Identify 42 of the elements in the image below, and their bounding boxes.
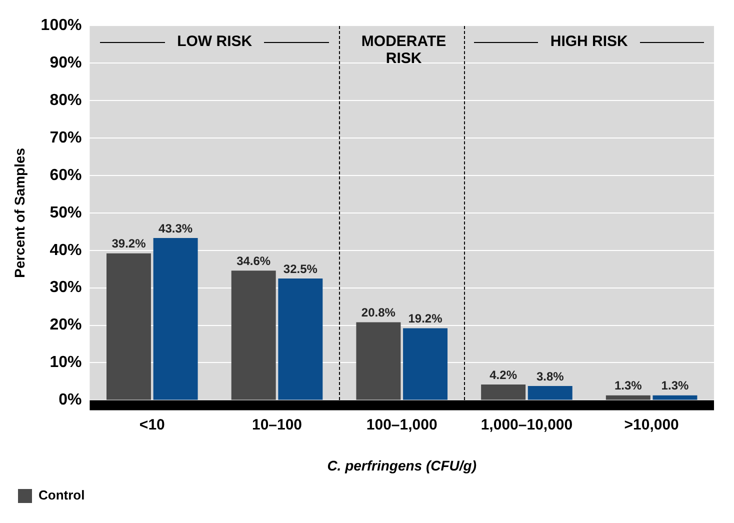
y-tick-label: 60% — [50, 166, 82, 184]
data-label: 20.8% — [361, 306, 396, 320]
data-label: 39.2% — [112, 236, 146, 251]
bar — [106, 253, 151, 400]
data-label: 1.3% — [614, 378, 642, 393]
y-tick-label: 80% — [50, 92, 82, 109]
bar — [481, 384, 526, 400]
x-tick-label: >10,000 — [624, 416, 679, 434]
legend-label: Control — [38, 488, 85, 503]
y-tick-label: 50% — [50, 204, 82, 222]
bar — [153, 238, 198, 400]
x-tick-label: 100–1,000 — [366, 416, 438, 434]
x-axis-title: C. perfringens (CFU/g) — [327, 457, 477, 474]
y-tick-label: 0% — [58, 392, 82, 409]
annotation: MODERATE RISK — [360, 33, 448, 68]
x-tick-label: 10–100 — [252, 416, 302, 434]
annotation: HIGH RISK — [549, 33, 629, 50]
data-label: 32.5% — [283, 262, 318, 276]
y-tick-label: 20% — [50, 316, 82, 334]
data-label: 3.8% — [536, 369, 564, 384]
x-tick-label: <10 — [139, 416, 165, 434]
bar — [652, 395, 698, 400]
y-tick-label: 40% — [50, 242, 82, 259]
bar — [606, 395, 650, 400]
y-tick-label: 100% — [40, 17, 82, 34]
bar — [231, 270, 276, 400]
bar — [356, 322, 401, 400]
x-tick-label: 1,000–10,000 — [480, 416, 573, 434]
y-tick-label: 30% — [50, 279, 82, 296]
y-axis-title: Percent of Samples — [11, 148, 28, 278]
data-label: 19.2% — [408, 312, 443, 326]
y-tick-label: 90% — [50, 54, 82, 72]
y-tick-label: 70% — [50, 129, 82, 146]
bar — [278, 278, 323, 400]
data-label: 4.2% — [490, 368, 518, 382]
bar — [403, 328, 448, 400]
annotation: LOW RISK — [176, 33, 254, 50]
data-label: 1.3% — [661, 378, 689, 393]
data-label: 43.3% — [158, 221, 193, 236]
data-label: 34.6% — [236, 254, 271, 268]
bar — [528, 386, 572, 400]
y-tick-label: 10% — [50, 354, 82, 372]
